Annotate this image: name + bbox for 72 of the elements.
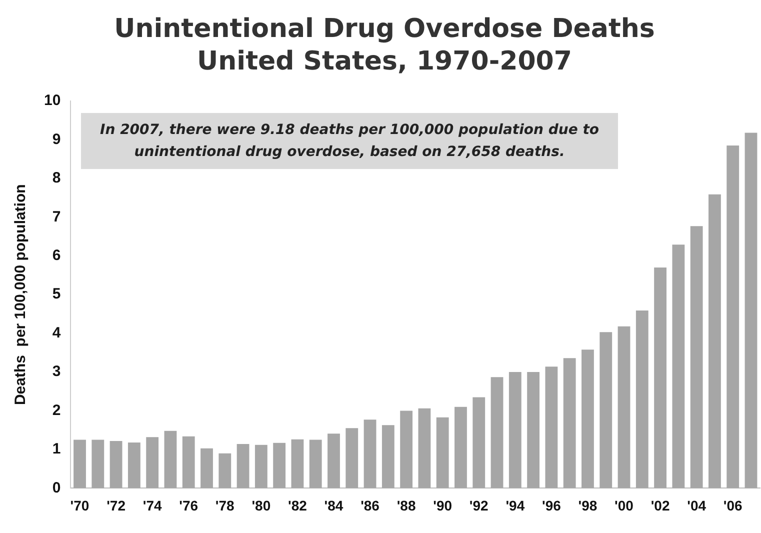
bar (291, 439, 304, 488)
y-tick-label: 1 (52, 440, 61, 458)
x-tick-label: '90 (433, 497, 452, 514)
bar (490, 377, 504, 488)
y-tick-label: 8 (52, 170, 61, 187)
bar (600, 332, 612, 488)
chart-subtitle: United States, 1970-2007 (197, 46, 572, 76)
bar (382, 425, 394, 488)
x-tick-label: '06 (723, 497, 743, 514)
bar (582, 350, 594, 488)
x-tick-label: '04 (687, 497, 706, 514)
bar (400, 410, 413, 488)
bar (418, 408, 431, 488)
bar (545, 366, 558, 488)
bar (527, 372, 540, 488)
bar (254, 444, 268, 488)
y-tick-label: 2 (52, 402, 61, 419)
bar (218, 453, 232, 488)
y-tick-label: 6 (52, 247, 61, 264)
x-tick-label: '72 (106, 497, 126, 514)
x-tick-label: '92 (469, 497, 489, 514)
bar (346, 428, 358, 488)
bar (110, 440, 122, 488)
bar (164, 430, 177, 488)
bar (200, 448, 213, 488)
bar (672, 244, 685, 488)
bar (726, 146, 740, 488)
bar (328, 434, 340, 488)
bar (364, 420, 376, 488)
y-tick-label: 10 (44, 92, 61, 110)
x-tick-label: '86 (360, 497, 380, 514)
bar (690, 226, 703, 488)
bar (744, 132, 758, 488)
bar (472, 397, 486, 488)
bar (636, 310, 648, 488)
bar (708, 194, 721, 488)
bar (146, 437, 159, 488)
x-tick-label: '88 (396, 497, 416, 514)
bar (236, 444, 250, 488)
bar (74, 440, 86, 488)
chart-title: Unintentional Drug Overdose Deaths (114, 14, 655, 44)
bar (309, 440, 322, 488)
x-tick-label: '82 (288, 497, 308, 514)
bar (92, 440, 104, 488)
x-tick-label: '98 (578, 497, 598, 514)
y-tick-label: 5 (52, 286, 61, 303)
y-axis-title: Deaths per 100,000 population (12, 184, 30, 406)
bar (182, 436, 195, 488)
y-tick-label: 4 (52, 324, 62, 342)
annotation: In 2007, there were 9.18 deaths per 100,000 population due to unintentional drug overdose, based on 27,658 deaths. (99, 121, 600, 162)
bar (563, 358, 576, 488)
x-tick-label: '00 (614, 497, 634, 514)
x-tick-label: '02 (650, 497, 670, 514)
y-tick-label: 7 (52, 208, 61, 226)
y-tick-label: 3 (52, 363, 61, 380)
bar (654, 267, 666, 488)
bar (436, 417, 449, 488)
x-tick-label: '76 (179, 497, 198, 514)
bar (508, 372, 522, 488)
x-tick-label: '74 (142, 497, 162, 514)
x-tick-label: '96 (542, 497, 562, 514)
x-tick-label: '78 (215, 497, 235, 514)
y-tick-label: 0 (52, 479, 61, 496)
x-tick-label: '84 (324, 497, 344, 514)
y-tick-label: 9 (52, 130, 61, 148)
x-tick-label: '94 (506, 497, 525, 514)
bar (618, 326, 630, 488)
bar (454, 406, 467, 488)
bar (273, 442, 286, 488)
x-tick-label: '70 (70, 497, 90, 514)
x-tick-label: '80 (252, 497, 271, 514)
bar (128, 442, 140, 488)
